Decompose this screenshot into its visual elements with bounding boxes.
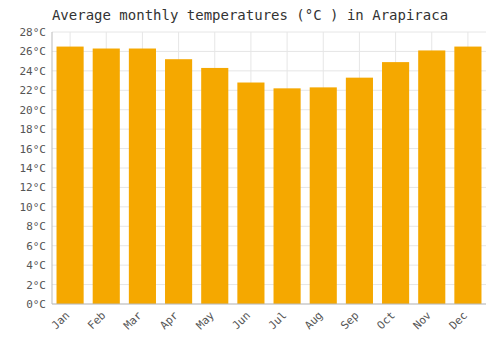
grid (52, 32, 486, 304)
y-tick-label: 8°C (26, 220, 46, 233)
bars (57, 47, 482, 304)
y-tick-label: 22°C (20, 84, 47, 97)
bar (382, 62, 409, 304)
x-tick-label: Aug (302, 309, 325, 332)
y-tick-label: 6°C (26, 240, 46, 253)
bar (418, 50, 445, 304)
x-tick-label: Nov (411, 309, 435, 333)
bar (93, 49, 120, 304)
x-tick-label: Feb (85, 309, 108, 332)
y-tick-label: 2°C (26, 279, 46, 292)
chart-container: Average monthly temperatures (°C ) in Ar… (0, 0, 500, 350)
y-tick-label: 10°C (20, 201, 47, 214)
y-tick-label: 12°C (20, 181, 47, 194)
bar (57, 47, 84, 304)
bar (310, 87, 337, 304)
title: Average monthly temperatures (°C ) in Ar… (52, 7, 448, 23)
x-tick-label: Jul (266, 309, 289, 332)
y-tick-label: 18°C (20, 123, 47, 136)
bar (129, 49, 156, 304)
y-grid-line (52, 304, 486, 305)
x-tick-label: May (194, 309, 218, 333)
bar (346, 78, 373, 304)
x-tick-label: Oct (374, 309, 397, 332)
y-tick-label: 24°C (20, 65, 47, 78)
bar (237, 83, 264, 304)
y-tick-label: 4°C (26, 259, 46, 272)
y-axis-line (52, 32, 53, 304)
bar (274, 88, 301, 304)
x-axis-line (52, 304, 486, 305)
x-tick-label: Sep (338, 309, 361, 332)
bar (165, 59, 192, 304)
y-tick-label: 26°C (20, 45, 47, 58)
y-grid-line (52, 32, 486, 33)
bar (454, 47, 481, 304)
x-tick-label: Dec (447, 309, 470, 332)
y-tick-label: 0°C (26, 298, 46, 311)
x-tick-label: Apr (157, 309, 181, 333)
y-tick-label: 28°C (20, 26, 47, 39)
y-tick-label: 14°C (20, 162, 47, 175)
y-tick-label: 20°C (20, 104, 47, 117)
y-tick-label: 16°C (20, 143, 47, 156)
bar (201, 68, 228, 304)
x-tick-label: Mar (121, 309, 145, 333)
x-tick-label: Jan (49, 309, 72, 332)
x-tick-label: Jun (230, 309, 253, 332)
chart: Average monthly temperatures (°C ) in Ar… (0, 0, 500, 350)
